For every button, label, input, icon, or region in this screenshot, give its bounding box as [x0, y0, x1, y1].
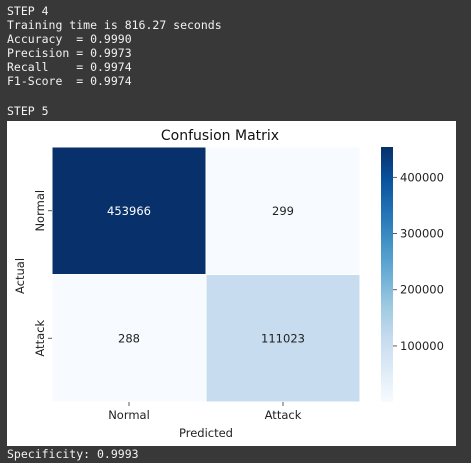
y-tick-label: Normal	[33, 190, 47, 232]
heatmap-cell	[205, 274, 361, 403]
confusion-matrix-chart: Confusion Matrix 453966 299 288 111023 Norm…	[13, 128, 444, 440]
y-axis-label: Actual	[13, 258, 27, 294]
confusion-matrix-figure: Confusion Matrix 453966 299 288 111023 Norm…	[7, 121, 456, 446]
output-line-recall: Recall = 0.9974	[7, 60, 132, 74]
heatmap-cell	[205, 146, 361, 275]
specificity-line: Specificity: 0.9993	[7, 447, 139, 461]
colorbar-tick-label: 400000	[400, 170, 444, 184]
cell-value-label: 299	[272, 204, 294, 218]
output-line-accuracy: Accuracy = 0.9990	[7, 32, 132, 46]
x-tick-label: Attack	[265, 408, 302, 422]
x-tick-label: Normal	[108, 408, 150, 422]
output-line-precision: Precision = 0.9973	[7, 46, 132, 60]
output-line-f1: F1-Score = 0.9974	[7, 74, 132, 88]
chart-title: Confusion Matrix	[161, 128, 279, 144]
heatmap-cell	[51, 146, 207, 275]
output-line-step4: STEP 4	[7, 4, 49, 18]
output-line-step5: STEP 5	[7, 104, 49, 118]
cell-value-label: 288	[118, 331, 140, 345]
cell-value-label: 453966	[107, 204, 151, 218]
output-line-training: Training time is 816.27 seconds	[7, 18, 222, 32]
colorbar-tick-label: 300000	[400, 227, 444, 241]
colorbar	[381, 147, 393, 402]
cell-value-label: 111023	[261, 331, 305, 345]
y-tick-label: Attack	[33, 320, 47, 357]
x-axis-label: Predicted	[179, 426, 233, 440]
colorbar-tick-label: 100000	[400, 339, 444, 353]
colorbar-tick-label: 200000	[400, 283, 444, 297]
